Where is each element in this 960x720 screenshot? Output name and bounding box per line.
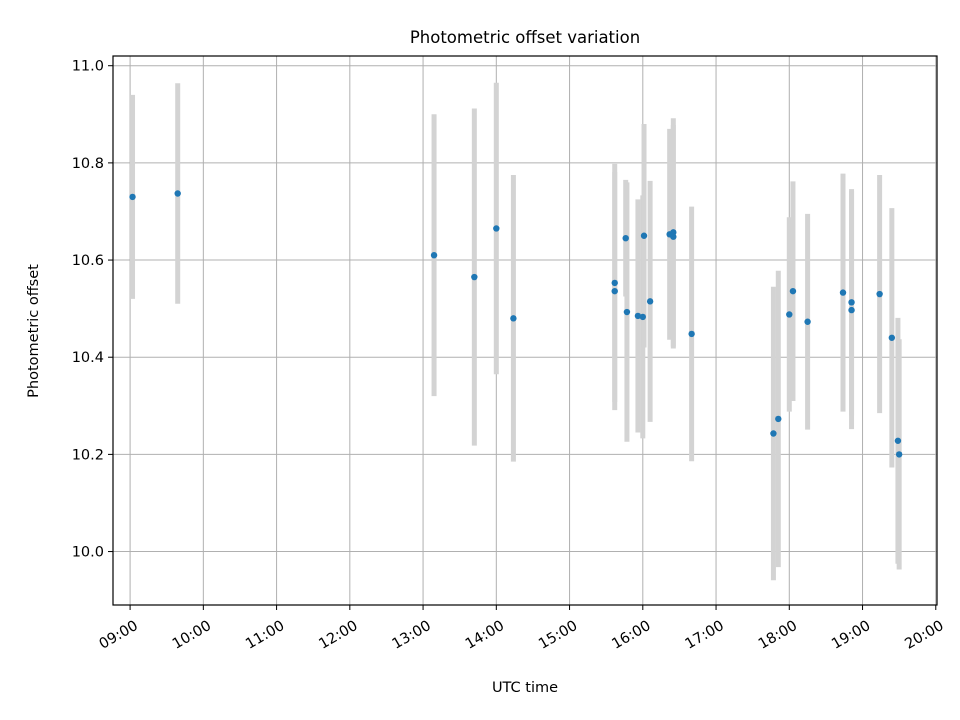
plot-frame <box>112 55 938 606</box>
y-tick-label: 10.8 <box>72 156 104 172</box>
chart-title: Photometric offset variation <box>410 28 640 47</box>
data-point <box>688 330 695 338</box>
data-point <box>775 415 782 423</box>
data-point <box>876 290 883 298</box>
data-point <box>640 232 648 239</box>
data-point <box>471 273 478 281</box>
data-point <box>848 306 855 314</box>
data-point <box>510 315 517 322</box>
data-point <box>646 298 654 305</box>
data-point <box>770 430 777 437</box>
y-tick-label: 10.2 <box>72 447 104 463</box>
data-point <box>493 225 500 232</box>
y-tick-label: 11.0 <box>72 59 104 75</box>
data-point <box>848 299 855 306</box>
data-point <box>611 287 618 295</box>
data-point <box>639 313 647 321</box>
data-points <box>129 190 903 458</box>
data-point <box>895 451 903 458</box>
data-point <box>622 234 629 242</box>
data-point <box>634 312 642 320</box>
data-point <box>789 287 797 295</box>
data-point <box>430 251 438 259</box>
data-point <box>786 311 793 318</box>
data-point <box>174 190 181 197</box>
data-point <box>804 318 811 325</box>
y-tick-label: 10.6 <box>72 253 104 269</box>
data-point <box>670 233 677 240</box>
data-point <box>611 279 618 287</box>
y-tick-label: 10.4 <box>72 350 104 366</box>
data-point <box>670 229 677 236</box>
data-point <box>888 334 896 341</box>
y-tick-label: 10.0 <box>72 545 104 561</box>
x-axis-label: UTC time <box>492 680 558 696</box>
data-point <box>623 308 631 316</box>
data-point <box>129 193 136 201</box>
y-axis-label: Photometric offset <box>26 264 42 398</box>
data-point <box>839 289 847 296</box>
data-point <box>894 437 902 444</box>
